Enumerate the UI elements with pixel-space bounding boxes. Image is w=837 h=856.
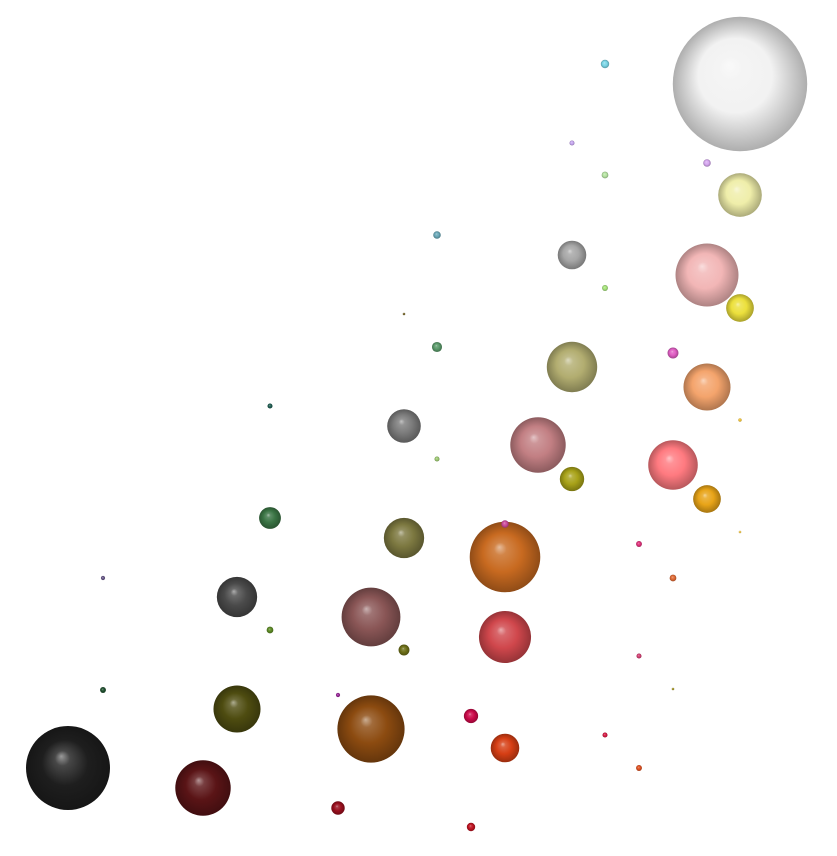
sphere xyxy=(636,541,642,547)
sphere xyxy=(478,610,532,664)
sphere xyxy=(463,708,479,724)
sphere xyxy=(100,687,106,693)
sphere xyxy=(216,576,258,618)
sphere xyxy=(398,644,410,656)
sphere xyxy=(383,517,425,559)
sphere xyxy=(387,409,421,443)
sphere xyxy=(738,530,742,534)
sphere xyxy=(726,294,754,322)
sphere xyxy=(331,801,345,815)
sphere xyxy=(266,626,274,634)
sphere xyxy=(602,285,608,291)
sphere xyxy=(718,173,762,217)
spheres-group xyxy=(26,16,808,832)
sphere xyxy=(648,440,698,490)
sphere xyxy=(675,243,739,307)
sphere xyxy=(559,466,585,492)
sphere xyxy=(636,765,642,771)
sphere xyxy=(469,521,541,593)
sphere xyxy=(434,456,440,462)
sphere xyxy=(683,363,731,411)
sphere xyxy=(703,159,711,167)
sphere xyxy=(341,587,401,647)
sphere xyxy=(672,16,808,152)
sphere xyxy=(175,760,231,816)
sphere xyxy=(671,687,675,691)
sphere xyxy=(466,822,476,832)
sphere xyxy=(402,312,406,316)
sphere xyxy=(693,485,721,513)
sphere xyxy=(546,341,598,393)
sphere xyxy=(602,732,608,738)
sphere xyxy=(337,695,405,763)
sphere xyxy=(259,507,281,529)
sphere xyxy=(636,653,642,659)
sphere xyxy=(431,341,443,353)
sphere xyxy=(669,574,677,582)
sphere xyxy=(501,520,509,528)
sphere xyxy=(557,240,587,270)
sphere xyxy=(738,418,742,422)
sphere xyxy=(667,347,679,359)
sphere xyxy=(267,403,273,409)
sphere xyxy=(601,171,609,179)
sphere xyxy=(335,692,341,698)
sphere xyxy=(100,575,106,581)
sphere xyxy=(569,140,575,146)
sphere xyxy=(490,733,520,763)
sphere xyxy=(510,417,566,473)
sphere xyxy=(213,685,261,733)
sphere xyxy=(600,59,610,69)
sphere xyxy=(433,231,441,239)
sphere xyxy=(26,726,110,810)
